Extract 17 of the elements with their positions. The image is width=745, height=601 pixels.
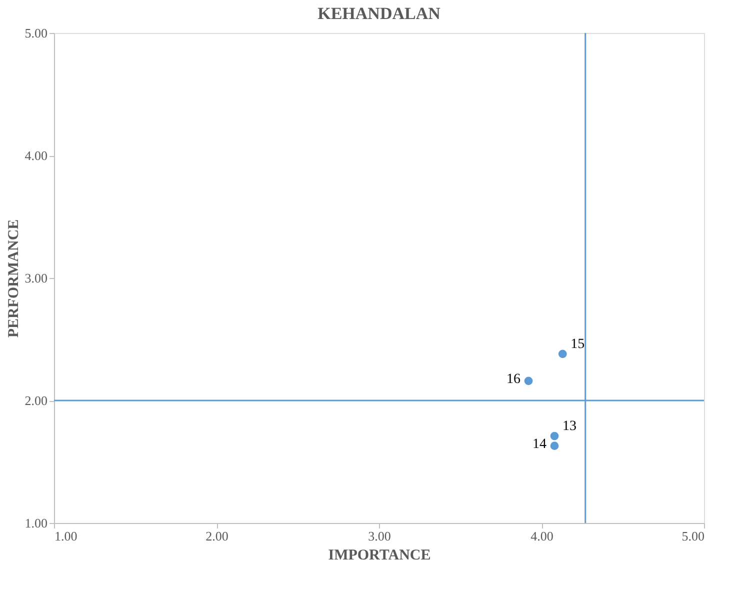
x-tick-label: 1.00 bbox=[54, 528, 78, 544]
y-axis-title: PERFORMANCE bbox=[6, 219, 22, 338]
x-tick-label: 3.00 bbox=[368, 528, 391, 544]
annotation: 16 bbox=[506, 372, 520, 387]
x-tick-label: 2.00 bbox=[206, 528, 228, 544]
y-tick-label: 5.00 bbox=[24, 26, 48, 40]
x-tick-label: 5.00 bbox=[682, 528, 704, 544]
x-axis-title: IMPORTANCE bbox=[328, 548, 431, 564]
annotation: 13 bbox=[562, 419, 576, 434]
annotation: 15 bbox=[570, 336, 585, 352]
chart-title: KEHANDALAN bbox=[318, 4, 442, 23]
x-tick-label: 4.00 bbox=[530, 528, 554, 544]
y-tick-label: 2.00 bbox=[24, 393, 48, 408]
y-tick-label: 4.00 bbox=[24, 148, 48, 163]
y-tick-label: 1.00 bbox=[24, 516, 48, 530]
y-tick-label: 3.00 bbox=[24, 270, 48, 286]
annotation: 14 bbox=[532, 436, 546, 452]
